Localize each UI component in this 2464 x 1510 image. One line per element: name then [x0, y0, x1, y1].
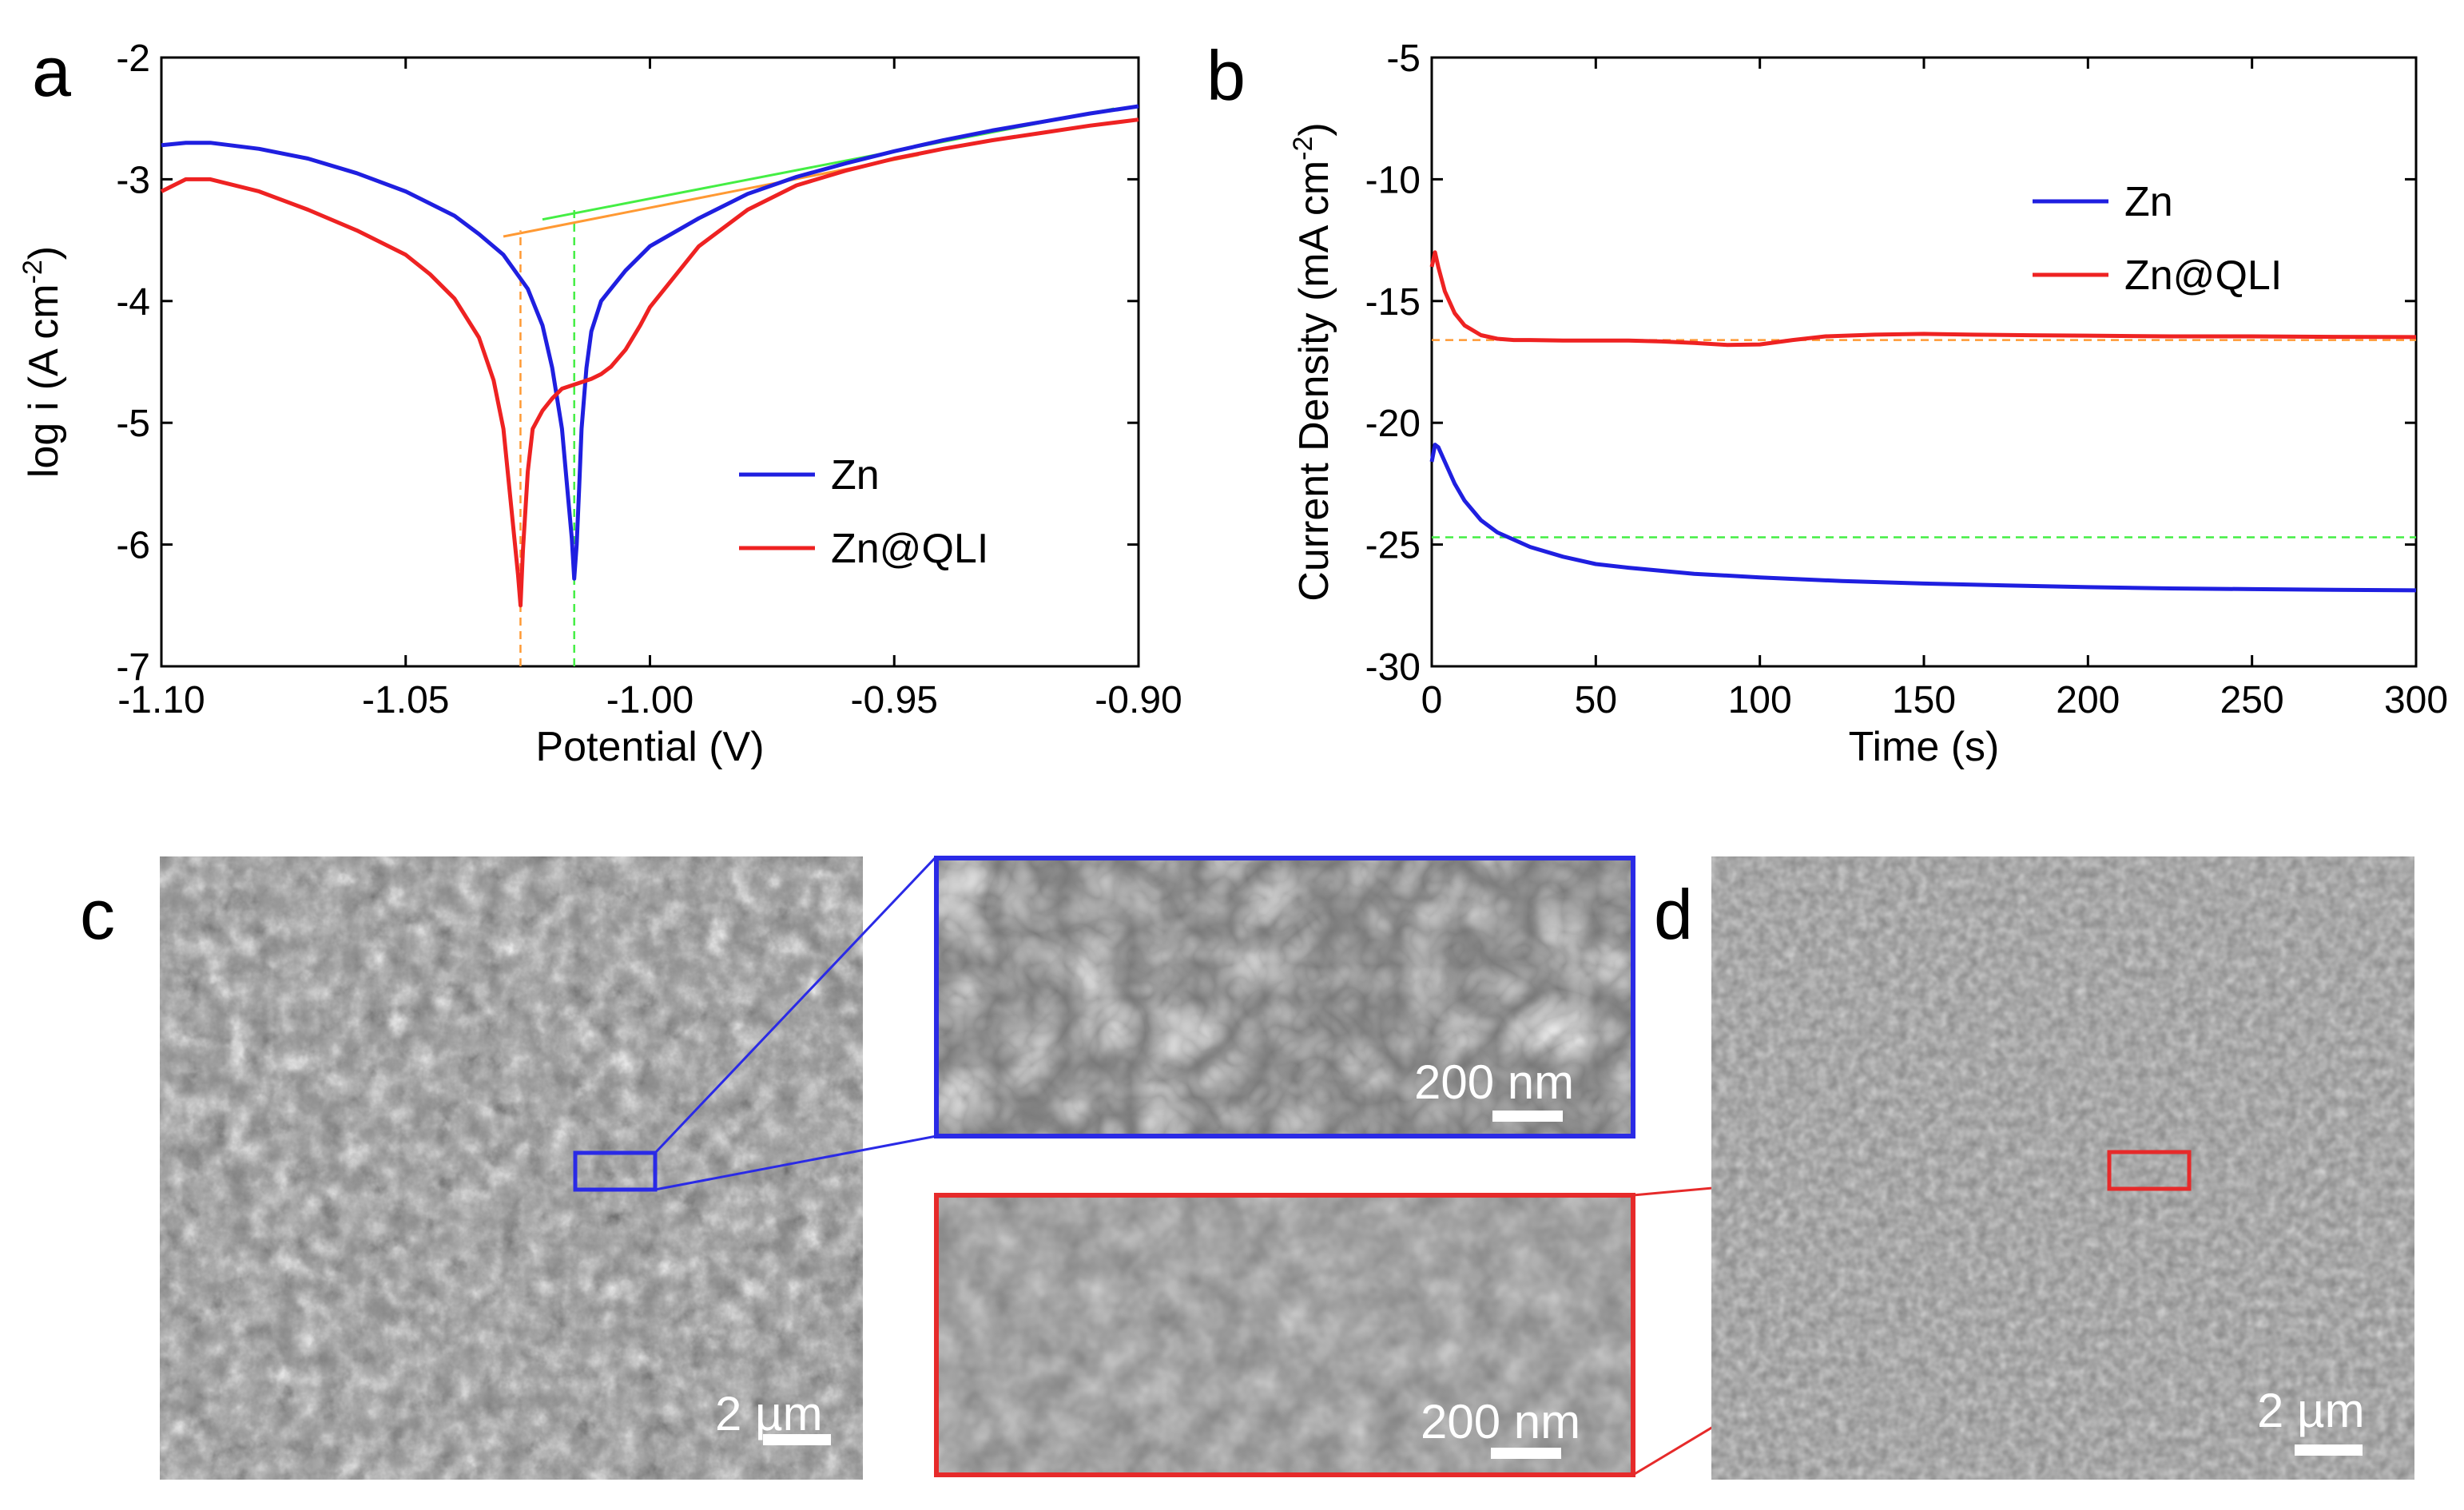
sem-inset-d-scale-label: 200 nm	[1421, 1395, 1580, 1448]
y-tick-label: -6	[116, 525, 150, 567]
y-axis-label-sup: -2	[1288, 137, 1318, 161]
y-tick-label: -25	[1365, 525, 1421, 567]
sem-c-scale-label: 2 µm	[715, 1387, 823, 1440]
y-axis-label-main: log i (A cm	[21, 284, 67, 478]
x-tick-label: 300	[2384, 679, 2448, 721]
plot-frame	[1430, 56, 2418, 668]
x-tick-label: -1.10	[117, 679, 205, 721]
series-line-zn	[161, 104, 1139, 581]
chart-a-polarization: -1.10 -1.05 -1.00 -0.95 -0.90 -7 -6 -5 -4 -3 -2 Pot…	[18, 38, 1182, 770]
chart-b-current-density: 0 50 100 150 200 250 300 -30 -25 -20 -15 -10 -5 Time …	[1288, 38, 2448, 770]
legend-label: Zn	[2124, 179, 2173, 225]
y-tick-label: -30	[1365, 646, 1421, 689]
sem-inset-c-scale-label: 200 nm	[1414, 1055, 1574, 1109]
legend-label: Zn@QLI	[831, 526, 988, 572]
sem-image-c: 2 µm	[160, 856, 863, 1480]
y-tick-label: -10	[1365, 159, 1421, 201]
series-line-zn	[1429, 443, 2417, 593]
panel-label-d: d	[1654, 875, 1693, 954]
panel-label-c: c	[80, 875, 115, 954]
y-tick-label: -5	[116, 403, 150, 445]
x-tick-label: 250	[2220, 679, 2284, 721]
series-line-zn-qli	[160, 117, 1139, 608]
x-tick-label: 150	[1892, 679, 1956, 721]
legend-label: Zn	[831, 452, 880, 499]
sem-c-zoom-box	[573, 1150, 658, 1192]
x-tick-label: -0.95	[851, 679, 938, 721]
sem-inset-d-scale-bar	[1491, 1448, 1561, 1459]
y-axis-label-main: Current Density (mA cm	[1291, 161, 1337, 602]
sem-inset-d-frame	[934, 1193, 1635, 1477]
y-axis-label: log i (A cm-2)	[18, 246, 67, 478]
y-tick-label: -20	[1365, 403, 1421, 445]
x-axis-label: Time (s)	[1849, 724, 2000, 770]
y-tick-label: -15	[1365, 281, 1421, 324]
sem-c-texture	[160, 856, 863, 1480]
x-tick-label: -0.90	[1095, 679, 1182, 721]
y-tick-label: -7	[116, 646, 150, 689]
sem-inset-c-zoom: 200 nm	[934, 856, 1635, 1138]
y-tick-label: -4	[116, 281, 150, 324]
sem-inset-c-scale-bar	[1492, 1111, 1563, 1122]
connector-line-blue-bottom	[654, 1134, 937, 1191]
y-axis-label-end: )	[1291, 122, 1337, 136]
x-tick-label: -1.00	[606, 679, 693, 721]
sem-inset-d-zoom: 200 nm	[934, 1193, 1635, 1477]
sem-d-scale-label: 2 µm	[2257, 1384, 2365, 1437]
x-tick-label: 0	[1421, 679, 1443, 721]
x-tick-label: 100	[1728, 679, 1792, 721]
panel-label-b: b	[1206, 36, 1246, 115]
y-axis-label: Current Density (mA cm-2)	[1288, 122, 1337, 601]
sem-d-scale-bar	[2295, 1444, 2363, 1456]
panel-label-a: a	[32, 32, 71, 111]
x-tick-label: 50	[1575, 679, 1617, 721]
y-tick-label: -5	[1386, 38, 1421, 80]
x-tick-label: -1.05	[362, 679, 449, 721]
sem-inset-d-texture	[936, 1195, 1633, 1475]
x-tick-label: 200	[2056, 679, 2120, 721]
y-axis-label-sup: -2	[18, 260, 48, 284]
sem-d-texture	[1711, 856, 2414, 1480]
connector-line-blue-top	[654, 855, 938, 1154]
legend-label: Zn@QLI	[2124, 252, 2282, 299]
x-axis-label: Potential (V)	[535, 724, 764, 770]
y-axis-label-end: )	[21, 246, 67, 260]
sem-d-zoom-box	[2107, 1150, 2192, 1191]
plot-frame	[160, 56, 1140, 668]
sem-inset-c-frame	[934, 856, 1635, 1138]
series-line-zn-qli	[1429, 250, 2417, 348]
sem-inset-c-texture	[936, 858, 1633, 1136]
y-tick-label: -2	[116, 38, 150, 80]
sem-image-d: 2 µm	[1711, 856, 2414, 1480]
y-tick-label: -3	[116, 159, 150, 201]
sem-c-scale-bar	[763, 1434, 831, 1445]
